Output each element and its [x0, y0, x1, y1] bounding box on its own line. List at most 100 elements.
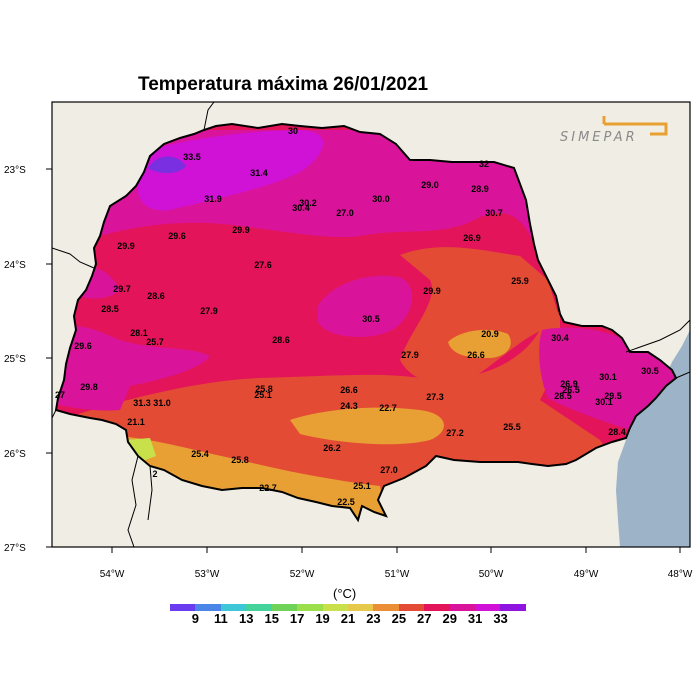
- axis-ticks: [46, 168, 681, 553]
- colorbar-tick-label: 13: [239, 611, 254, 626]
- colorbar-tick-label: 29: [442, 611, 457, 626]
- station-value: 28.4: [608, 427, 626, 437]
- lon-label: 52°W: [290, 569, 315, 580]
- station-value: 26.9: [560, 379, 578, 389]
- station-value: 26.2: [323, 443, 341, 453]
- colorbar-tick-label: 15: [264, 611, 279, 626]
- colorbar-tick-label: 9: [191, 611, 200, 626]
- station-value: 28.5: [101, 304, 119, 314]
- colorbar-tick-label: 27: [417, 611, 432, 626]
- station-value: 30.2: [299, 198, 317, 208]
- logo-text: SIMEPAR: [560, 130, 638, 145]
- colorbar-tick-label: 31: [467, 611, 483, 626]
- lat-label: 24°S: [4, 260, 26, 271]
- station-value: 30.4: [292, 203, 310, 213]
- station-value: 25.1: [353, 481, 371, 491]
- lon-label: 50°W: [479, 569, 504, 580]
- station-value: 29.6: [74, 341, 92, 351]
- ocean-area: [616, 330, 690, 547]
- station-value: 30.1: [595, 397, 613, 407]
- station-value: 21.1: [127, 417, 145, 427]
- lat-label: 25°S: [4, 354, 26, 365]
- station-value: 25.7: [146, 337, 164, 347]
- station-value: 30.0: [372, 194, 390, 204]
- colorbar-swatch: [449, 604, 476, 611]
- station-value: 28.6: [272, 335, 290, 345]
- station-value: 28.9: [471, 184, 489, 194]
- colorbar-swatch: [195, 604, 221, 611]
- station-value: 26.9: [463, 233, 481, 243]
- station-value: 30.5: [641, 366, 659, 376]
- station-value: 25.5: [503, 422, 521, 432]
- station-value: 30.4: [551, 333, 569, 343]
- colorbar-swatch: [398, 604, 425, 611]
- station-value: 22.7: [379, 403, 397, 413]
- lon-label: 54°W: [100, 569, 125, 580]
- colorbar-swatch: [220, 604, 247, 611]
- lat-label: 23°S: [4, 165, 26, 176]
- station-value: 32: [479, 159, 489, 169]
- station-value: 31.4: [250, 168, 268, 178]
- station-value: 33.5: [183, 152, 201, 162]
- map-frame: [51, 101, 691, 548]
- station-value: 31.9: [204, 194, 222, 204]
- station-value: 31.0: [153, 398, 171, 408]
- station-value: 27: [55, 390, 65, 400]
- lat-label: 26°S: [4, 449, 26, 460]
- colorbar-unit: (°C): [333, 586, 357, 601]
- station-values: 33.5 31.4 31.9 30.4 30.2 27.0 30.0 29.0 …: [55, 126, 659, 507]
- map-title: Temperatura máxima 26/01/2021: [138, 74, 429, 95]
- colorbar-tick-label: 33: [493, 611, 508, 626]
- lon-label: 48°W: [668, 569, 693, 580]
- station-value: 26.5: [562, 385, 580, 395]
- station-value: 25.8: [231, 455, 249, 465]
- station-value: 27.9: [200, 306, 218, 316]
- station-value: 28.1: [130, 328, 148, 338]
- lat-label: 27°S: [4, 543, 26, 554]
- station-value: 27.2: [446, 428, 464, 438]
- station-value: 29.9: [117, 241, 135, 251]
- station-value: 30.7: [485, 208, 503, 218]
- station-value: 27.3: [426, 392, 444, 402]
- station-value: 25.1: [254, 390, 272, 400]
- station-value: 28.5: [554, 391, 572, 401]
- colorbar-swatch: [170, 604, 196, 611]
- colorbar-swatch: [500, 604, 526, 611]
- station-value: 30: [288, 126, 298, 136]
- colorbar-tick-label: 25: [391, 611, 407, 626]
- station-value: 29.6: [168, 231, 186, 241]
- neighbor-borders: [52, 102, 690, 547]
- station-value: 26.6: [340, 385, 358, 395]
- station-value: 29.7: [113, 284, 131, 294]
- colorbar-tick-label: 19: [315, 611, 330, 626]
- colorbar-swatch: [322, 604, 348, 611]
- colorbar-tick-label: 23: [366, 611, 381, 626]
- lon-label: 51°W: [385, 569, 410, 580]
- station-value: 30.1: [599, 372, 617, 382]
- colorbar-swatch: [347, 604, 374, 611]
- colorbar-swatch: [271, 604, 298, 611]
- station-value: 31.3: [133, 398, 151, 408]
- station-value: 27.0: [380, 465, 398, 475]
- station-value: 25.4: [191, 449, 209, 459]
- colorbar-tick-label: 21: [340, 611, 356, 626]
- colorbar-swatch: [373, 604, 399, 611]
- station-value: 24.3: [340, 401, 358, 411]
- colorbar-tick-label: 11: [213, 611, 228, 626]
- station-value: 26.6: [467, 350, 485, 360]
- station-value: 22.5: [337, 497, 355, 507]
- station-value: 29.9: [232, 225, 250, 235]
- station-value: 20.9: [481, 329, 499, 339]
- colorbar: [170, 604, 526, 611]
- station-value: 29.9: [423, 286, 441, 296]
- station-value: 29.0: [421, 180, 439, 190]
- colorbar-ticks: 9 11 13 15 17 19 21 23 25 27 29 31 33: [0, 611, 700, 627]
- colorbar-swatch: [424, 604, 450, 611]
- station-value: 30.5: [362, 314, 380, 324]
- colorbar-tick-label: 17: [289, 611, 305, 626]
- simepar-logo: SIMEPAR: [560, 116, 668, 145]
- station-value: 22.7: [259, 483, 277, 493]
- station-value: 2: [152, 469, 157, 479]
- station-value: 27.9: [401, 350, 419, 360]
